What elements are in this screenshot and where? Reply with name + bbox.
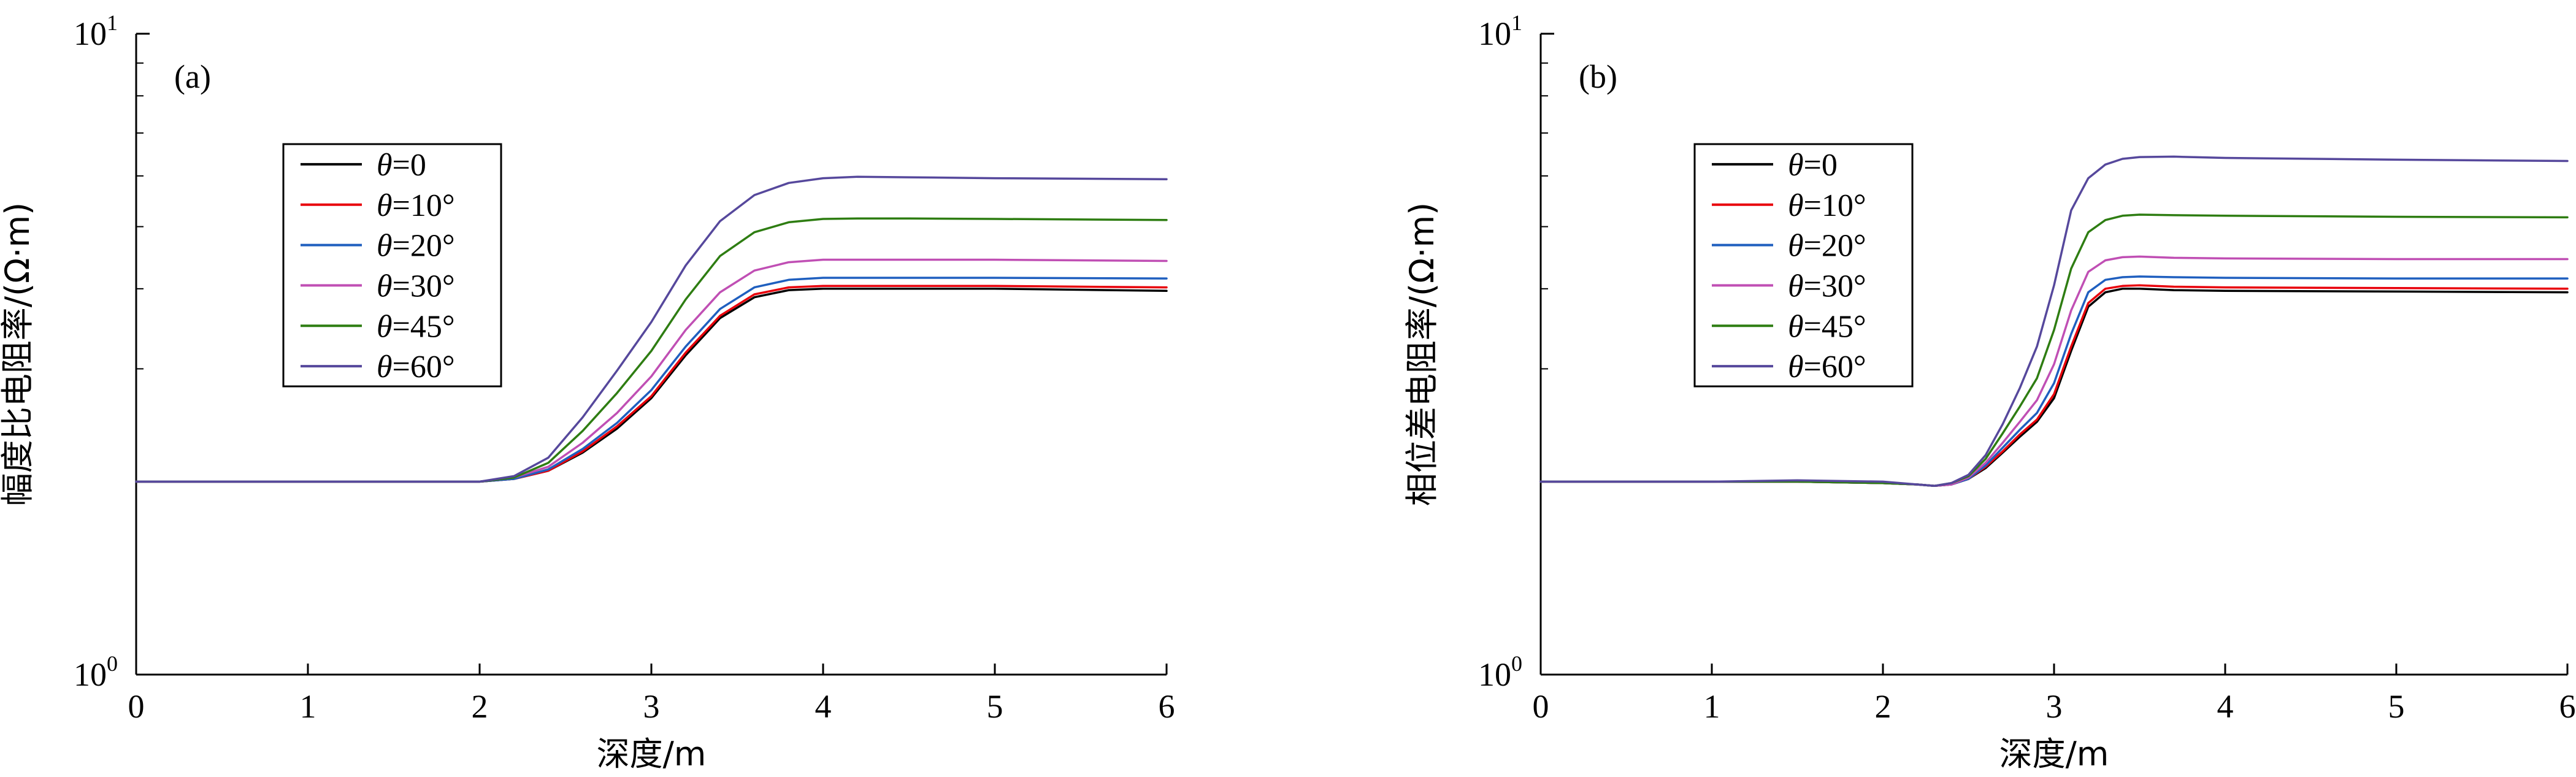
x-tick-label: 1 [300, 688, 316, 725]
series-line [135, 217, 1168, 483]
legend-label: θ=60° [377, 350, 455, 385]
x-tick-label: 3 [643, 688, 660, 725]
y-tick-label: 101 [1478, 10, 1522, 52]
legend-label: θ=0 [1788, 148, 1838, 183]
x-tick-label: 6 [2559, 688, 2576, 725]
x-axis-title: 深度/m [1999, 735, 2109, 773]
y-tick-label: 100 [74, 651, 118, 693]
y-tick-label: 100 [1478, 651, 1522, 693]
legend: θ=0 θ=10° θ=20° θ=30° θ=45° θ=60° [1693, 143, 1914, 388]
legend: θ=0 θ=10° θ=20° θ=30° θ=45° θ=60° [282, 143, 502, 388]
x-axis-title: 深度/m [597, 735, 707, 773]
legend-label: θ=10° [377, 188, 455, 223]
legend-box [1693, 143, 1914, 388]
x-tick-label: 2 [472, 688, 488, 725]
legend-label: θ=45° [377, 309, 455, 344]
series-line [135, 277, 1168, 483]
panel-b: 0 1 2 3 4 5 6 100 101 深度/m 相位差电阻率/(Ω·m) (b) θ=0 θ=10°… [1403, 10, 2576, 773]
x-tick-label: 0 [1533, 688, 1549, 725]
x-tick-label: 6 [1159, 688, 1175, 725]
x-tick-label: 2 [1875, 688, 1892, 725]
legend-label: θ=10° [1788, 188, 1866, 223]
series-line [135, 175, 1168, 483]
panel-label: (a) [174, 58, 211, 95]
x-tick-label: 4 [815, 688, 832, 725]
legend-label: θ=30° [1788, 269, 1866, 304]
y-axis-title: 幅度比电阻率/(Ω·m) [0, 202, 37, 506]
legend-label: θ=45° [1788, 309, 1866, 344]
series-line [135, 258, 1168, 483]
legend-label: θ=20° [1788, 229, 1866, 264]
x-tick-label: 3 [2046, 688, 2063, 725]
legend-label: θ=60° [1788, 350, 1866, 385]
legend-label: θ=30° [377, 269, 455, 304]
series-line [1539, 155, 2569, 488]
x-tick-label: 4 [2217, 688, 2234, 725]
panel-label: (b) [1579, 58, 1617, 95]
y-tick-label: 101 [74, 10, 118, 52]
y-axis-title: 相位差电阻率/(Ω·m) [1403, 202, 1441, 506]
legend-label: θ=0 [377, 148, 426, 183]
x-tick-label: 0 [128, 688, 145, 725]
x-tick-label: 5 [2388, 688, 2405, 725]
x-tick-label: 1 [1704, 688, 1720, 725]
legend-box [282, 143, 502, 388]
x-tick-label: 5 [987, 688, 1003, 725]
panel-a: 0 1 2 3 4 5 6 100 101 深度/m 幅度比电阻率/(Ω·m) (a) θ=0 θ=10°… [0, 10, 1175, 773]
legend-label: θ=20° [377, 229, 455, 264]
